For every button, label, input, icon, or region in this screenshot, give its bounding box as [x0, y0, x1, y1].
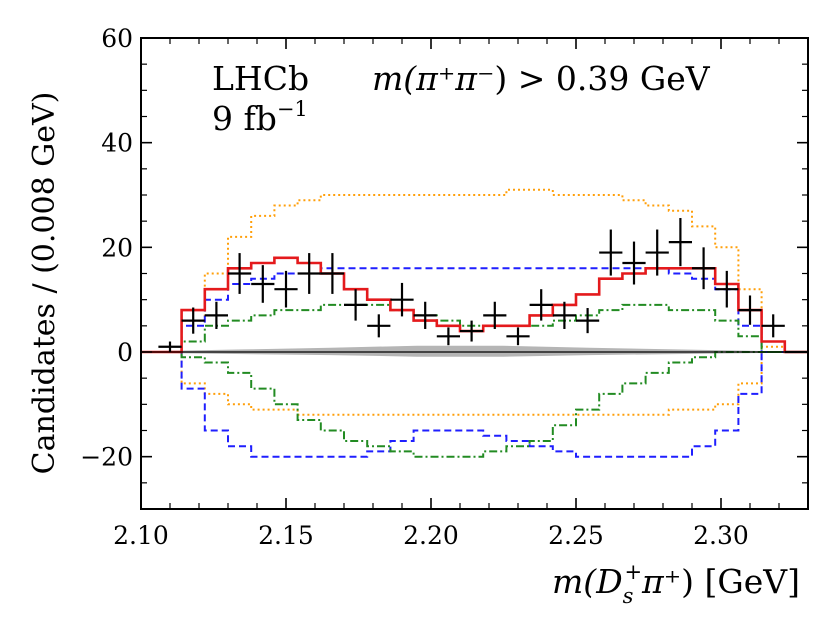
series-upper-component-dash-dot-green: [141, 303, 808, 353]
data-point: [668, 218, 692, 267]
y-tick-label: 0: [117, 338, 133, 367]
data-point: [715, 270, 739, 308]
x-tick-label: 2.20: [403, 521, 459, 550]
data-point: [622, 241, 646, 285]
data-point: [297, 253, 321, 294]
data-point: [344, 289, 368, 321]
y-tick-label: −20: [80, 443, 133, 472]
experiment-label: LHCb: [212, 59, 309, 98]
x-axis-label: m(Ds+π⁺) [GeV]: [552, 560, 800, 608]
data-point: [692, 247, 716, 290]
ticks-layer: 2.10 2.15 2.20 2.25 2.30 −20 0 20 40 60: [80, 24, 809, 550]
data-point: [436, 327, 460, 346]
data-point: [251, 265, 275, 303]
data-point: [274, 270, 298, 308]
selection-label: m(π⁺π⁻) > 0.39 GeV: [372, 59, 711, 98]
data-point: [204, 301, 228, 329]
series-lower-envelope-dotted-orange: [141, 351, 808, 416]
y-axis-label: Candidates / (0.008 GeV): [27, 92, 62, 475]
series-upper-envelope-dotted-orange: [141, 188, 808, 353]
data-point: [413, 301, 437, 329]
data-point: [645, 229, 669, 276]
data-point: [460, 320, 484, 342]
x-tick-label: 2.15: [258, 521, 314, 550]
data-points-layer: [158, 218, 808, 354]
background-band: [158, 345, 762, 357]
data-point: [181, 307, 205, 334]
data-point: [320, 253, 344, 294]
y-tick-label: 60: [101, 24, 133, 53]
x-tick-label: 2.30: [693, 521, 749, 550]
background-band-layer: [158, 345, 762, 357]
data-point: [529, 289, 553, 321]
data-point: [576, 308, 600, 334]
data-point: [552, 301, 576, 329]
data-point: [483, 301, 507, 329]
luminosity-label: 9 fb−1: [212, 97, 308, 138]
x-tick-label: 2.25: [548, 521, 604, 550]
data-point: [367, 314, 391, 338]
y-tick-label: 20: [101, 233, 133, 262]
data-point: [761, 314, 785, 338]
data-point: [158, 341, 182, 352]
data-point: [228, 253, 252, 294]
data-point: [390, 282, 414, 317]
data-point: [738, 295, 762, 325]
data-point: [506, 327, 530, 346]
y-tick-label: 40: [101, 129, 133, 158]
series-lower-component-dash-dot-green: [141, 351, 808, 458]
series-lower-component-dashed-blue: [141, 351, 808, 458]
data-point: [599, 229, 623, 276]
x-tick-label: 2.10: [113, 521, 169, 550]
